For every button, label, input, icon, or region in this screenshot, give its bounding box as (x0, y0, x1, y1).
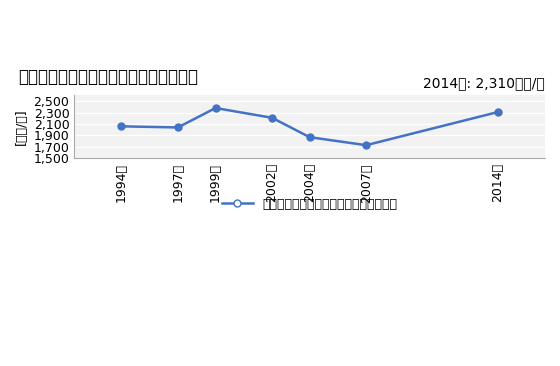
Text: 2014年: 2,310万円/人: 2014年: 2,310万円/人 (423, 76, 545, 90)
Legend: 商業の従業者一人当たり年間商品販売額: 商業の従業者一人当たり年間商品販売額 (217, 193, 403, 216)
商業の従業者一人当たり年間商品販売額 (269, 116, 276, 120)
商業の従業者一人当たり年間商品販売額 (175, 125, 181, 130)
商業の従業者一人当たり年間商品販売額 (494, 110, 501, 114)
商業の従業者一人当たり年間商品販売額 (118, 124, 125, 128)
商業の従業者一人当たり年間商品販売額 (306, 135, 313, 139)
Text: 商業の従業者一人当たり年間商品販売額: 商業の従業者一人当たり年間商品販売額 (18, 68, 198, 86)
Line: 商業の従業者一人当たり年間商品販売額: 商業の従業者一人当たり年間商品販売額 (118, 105, 501, 149)
商業の従業者一人当たり年間商品販売額 (363, 143, 370, 147)
商業の従業者一人当たり年間商品販売額 (212, 106, 219, 110)
Y-axis label: [万円/人]: [万円/人] (15, 109, 28, 145)
